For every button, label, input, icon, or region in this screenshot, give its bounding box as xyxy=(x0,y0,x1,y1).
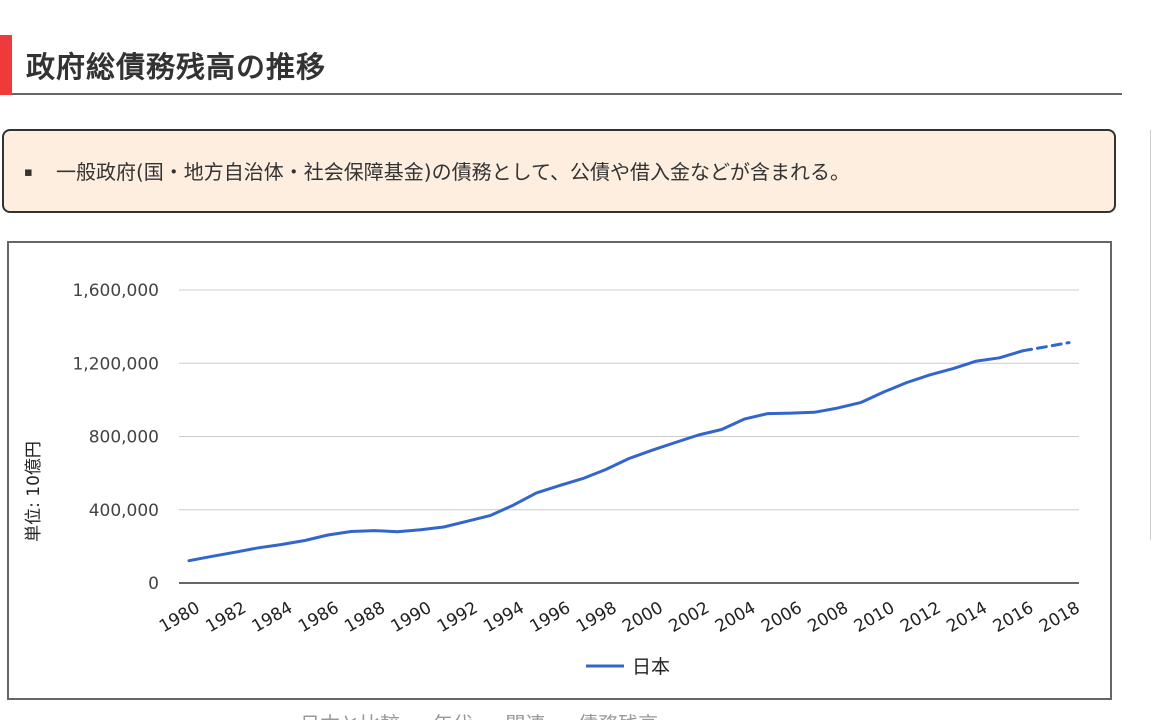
header-accent-bar xyxy=(0,35,12,95)
scrollbar-edge xyxy=(1150,130,1151,540)
x-tick-label: 1994 xyxy=(480,598,527,637)
legend-label: 日本 xyxy=(632,656,670,678)
y-tick-label: 400,000 xyxy=(89,501,159,521)
y-tick-label: 1,600,000 xyxy=(72,281,159,301)
x-tick-label: 1984 xyxy=(249,598,296,637)
page-title: 政府総債務残高の推移 xyxy=(26,50,327,84)
x-tick-label: 2002 xyxy=(666,598,713,637)
note-box: ▪ 一般政府(国・地方自治体・社会保障基金)の債務として、公債や借入金などが含ま… xyxy=(2,129,1116,213)
x-tick-label: 2008 xyxy=(804,598,851,637)
x-tick-label: 2018 xyxy=(1036,598,1083,637)
x-tick-label: 1982 xyxy=(202,598,249,637)
y-tick-label: 800,000 xyxy=(89,428,159,448)
y-axis-label: 単位: 10億円 xyxy=(24,441,44,542)
section-header: 政府総債務残高の推移 xyxy=(0,35,1122,95)
x-tick-label: 1980 xyxy=(156,598,203,637)
footer-link-row[interactable]: 日本と比較 ・ 年代 ・ 関連 ・ 債務残高 xyxy=(300,708,658,720)
bullet-icon: ▪ xyxy=(24,165,33,180)
debt-line-chart: 0400,000800,0001,200,0001,600,0001980198… xyxy=(24,281,1084,678)
chart-frame: 0 400,000 800,000 1,200,000 1,600,000 1980 198… xyxy=(7,241,1112,700)
x-tick-label: 1998 xyxy=(573,598,620,637)
series-line-forecast xyxy=(1021,341,1071,353)
x-tick-label: 2004 xyxy=(712,598,759,637)
y-tick-label: 0 xyxy=(148,574,159,594)
series-line xyxy=(187,349,1025,563)
x-tick-label: 2006 xyxy=(758,598,805,637)
x-tick-label: 2014 xyxy=(943,598,990,637)
x-tick-label: 2000 xyxy=(619,598,666,637)
x-tick-label: 1996 xyxy=(527,598,574,637)
x-tick-label: 1990 xyxy=(388,598,435,637)
note-text: 一般政府(国・地方自治体・社会保障基金)の債務として、公債や借入金などが含まれる… xyxy=(56,160,851,184)
x-tick-label: 2010 xyxy=(851,598,898,637)
x-tick-label: 1986 xyxy=(295,598,342,637)
x-tick-label: 2016 xyxy=(990,598,1037,637)
x-tick-label: 2012 xyxy=(897,598,944,637)
y-tick-label: 1,200,000 xyxy=(72,354,159,374)
x-tick-label: 1988 xyxy=(341,598,388,637)
x-tick-label: 1992 xyxy=(434,598,481,637)
